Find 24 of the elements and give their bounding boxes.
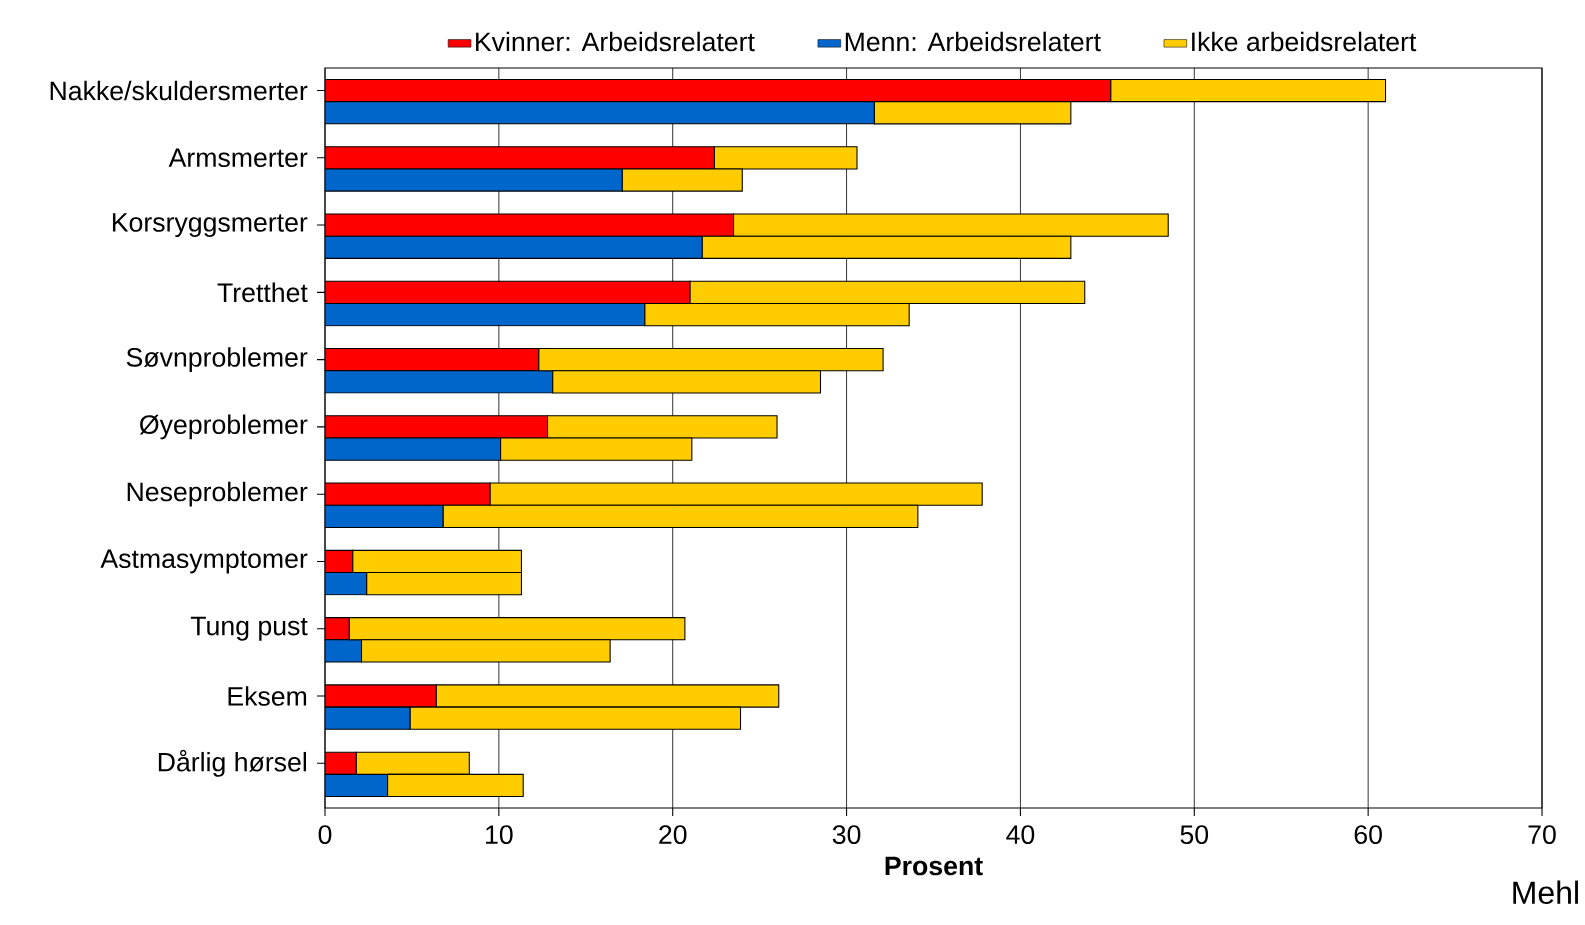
legend-label: Ikke arbeidsrelatert: [1192, 31, 1417, 52]
y-tick-label: Nakke/skuldersmerter: [50, 80, 308, 101]
y-tick-label: Neseproblemer: [127, 481, 308, 507]
legend-label: Menn: Arbeidsrelatert: [845, 31, 1101, 52]
y-tick-label: Tung pust: [190, 616, 308, 641]
y-tick-label: Astmasymptomer: [100, 549, 308, 574]
x-tick-label: 10: [486, 825, 513, 845]
legend-label: Kvinner: Arbeidsrelatert: [476, 31, 755, 52]
x-tick-label: 0: [318, 825, 332, 845]
y-tick-label: Øyeproblemer: [139, 414, 308, 440]
y-tick-label: Armsmerter: [168, 148, 308, 168]
y-tick-label: Korsryggsmerter: [112, 213, 308, 238]
y-tick-label: Dårlig hørsel: [158, 749, 307, 777]
y-tick-label: Søvnproblemer: [126, 347, 308, 373]
text: Mehl: [1513, 880, 1578, 905]
x-axis-title: Prosent: [885, 856, 983, 876]
x-tick-label: 30: [832, 825, 861, 845]
x-tick-label: 60: [1354, 825, 1382, 845]
y-tick-label: Eksem: [228, 686, 307, 706]
y-tick-label: Tretthet: [217, 282, 308, 303]
x-tick-label: 40: [1006, 825, 1035, 845]
x-tick-label: 50: [1180, 825, 1209, 845]
x-tick-label: 70: [1528, 825, 1556, 845]
x-tick-label: 20: [659, 825, 687, 845]
